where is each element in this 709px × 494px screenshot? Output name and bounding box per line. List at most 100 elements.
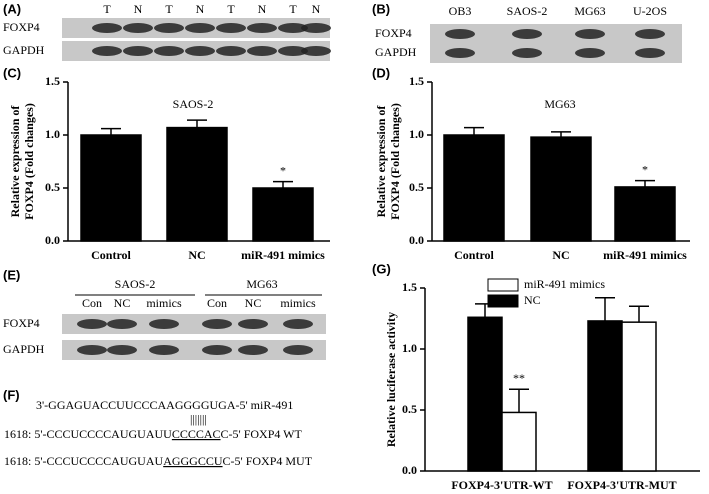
y-tick-label: 0.5 — [409, 180, 424, 194]
band — [283, 345, 313, 355]
band — [216, 46, 246, 56]
band — [202, 319, 232, 329]
panel-label: (G) — [372, 261, 391, 276]
y-axis-label: FOXP4 (Fold changes) — [388, 103, 402, 220]
band — [283, 319, 313, 329]
band — [77, 319, 107, 329]
lane-label: Con — [207, 296, 227, 310]
row-label: GAPDH — [3, 43, 45, 57]
band — [149, 319, 179, 329]
y-tick-label: 0.5 — [45, 180, 60, 194]
lane-label: NC — [114, 296, 131, 310]
panel-label: (F) — [3, 387, 20, 402]
lane-label: mimics — [146, 296, 182, 310]
bar — [443, 134, 505, 242]
band — [445, 48, 475, 58]
row-label: FOXP4 — [3, 316, 40, 330]
band — [635, 48, 665, 58]
base-pairs: ||||||| — [190, 412, 207, 426]
bar — [501, 411, 537, 472]
legend-label: miR-491 mimics — [524, 277, 605, 291]
x-tick-label: FOXP4-3'UTR-WT — [451, 478, 552, 492]
band — [216, 23, 246, 33]
bar — [252, 187, 314, 242]
chart-title: MG63 — [544, 97, 575, 111]
lane-label: OB3 — [449, 4, 472, 18]
seq-part: C-5' FOXP4 WT — [221, 427, 303, 441]
bar — [530, 136, 592, 242]
band — [247, 23, 277, 33]
x-tick-label: NC — [188, 248, 205, 262]
lane-label: T — [227, 2, 235, 16]
y-tick-label: 0.5 — [402, 402, 417, 416]
y-axis-label: FOXP4 (Fold changes) — [22, 103, 36, 220]
band — [107, 319, 137, 329]
seq-part: 1618: 5'-CCCUCCCCAUGUAU — [4, 454, 164, 468]
band — [185, 23, 215, 33]
significance: ** — [513, 371, 525, 385]
band — [278, 46, 308, 56]
lane-label: NC — [245, 296, 262, 310]
band — [185, 46, 215, 56]
band — [77, 345, 107, 355]
legend-label: NC — [524, 293, 541, 307]
lane-label: N — [134, 2, 143, 16]
row-label: FOXP4 — [375, 26, 412, 40]
sequence: 1618: 5'-CCCUCCCCAUGUAUUCCCCACC-5' FOXP4… — [4, 427, 302, 441]
panel-label: (D) — [372, 65, 390, 80]
y-tick-label: 0.0 — [45, 233, 60, 247]
band — [92, 46, 122, 56]
lane-label: T — [289, 2, 297, 16]
legend-swatch — [487, 294, 519, 308]
seq-site: AGGGCCU — [163, 454, 223, 468]
group-label: SAOS-2 — [115, 277, 156, 291]
y-tick-label: 1.5 — [409, 74, 424, 88]
band — [92, 23, 122, 33]
lane-label: T — [103, 2, 111, 16]
y-axis-label: Relative expression of — [8, 105, 22, 218]
y-tick-label: 0.0 — [409, 233, 424, 247]
panel-label: (A) — [3, 1, 21, 16]
band — [202, 345, 232, 355]
band — [278, 23, 308, 33]
y-tick-label: 1.5 — [45, 74, 60, 88]
band — [512, 29, 542, 39]
row-label: GAPDH — [3, 342, 45, 356]
seq-site: CCCCAC — [172, 427, 221, 441]
band — [107, 345, 137, 355]
lane-label: SAOS-2 — [507, 4, 548, 18]
x-tick-label: Control — [91, 248, 131, 262]
bar — [614, 186, 676, 242]
y-tick-label: 1.0 — [402, 341, 417, 355]
band — [575, 48, 605, 58]
seq-part: 1618: 5'-CCCUCCCCAUGUAUU — [4, 427, 172, 441]
band — [301, 46, 331, 56]
panel-label: (E) — [3, 267, 20, 282]
blot — [430, 24, 682, 44]
sequence: 3'-GGAGUACCUUCCCAAGGGGUGA-5' miR-491 — [36, 398, 293, 412]
band — [301, 23, 331, 33]
blot — [430, 43, 682, 63]
row-label: FOXP4 — [3, 20, 40, 34]
lane-label: N — [258, 2, 267, 16]
seq-part: C-5' FOXP4 MUT — [223, 454, 313, 468]
bar — [166, 126, 228, 242]
band — [149, 345, 179, 355]
bar — [80, 134, 142, 242]
lane-label: N — [196, 2, 205, 16]
significance: * — [280, 163, 286, 177]
panel-label: (C) — [3, 65, 21, 80]
bar — [467, 316, 503, 472]
x-tick-label: Control — [454, 248, 494, 262]
y-tick-label: 1.0 — [409, 127, 424, 141]
band — [238, 319, 268, 329]
bar — [621, 321, 657, 472]
lane-label: U-2OS — [633, 4, 667, 18]
y-tick-label: 0.0 — [402, 463, 417, 477]
y-tick-label: 1.0 — [45, 127, 60, 141]
band — [635, 29, 665, 39]
band — [154, 46, 184, 56]
y-axis-label: Relative luciferase activity — [384, 312, 398, 447]
band — [123, 46, 153, 56]
